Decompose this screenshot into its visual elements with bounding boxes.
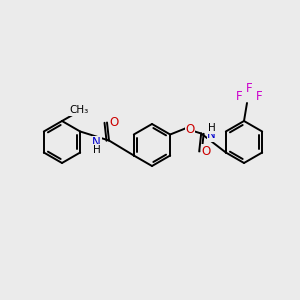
Text: CH₃: CH₃ — [69, 105, 88, 115]
Text: F: F — [246, 82, 252, 95]
Text: O: O — [186, 123, 195, 136]
Text: O: O — [110, 116, 118, 129]
Text: H: H — [93, 145, 101, 155]
Text: N: N — [92, 136, 101, 149]
Text: N: N — [207, 128, 216, 142]
Text: F: F — [256, 91, 262, 103]
Text: O: O — [202, 145, 211, 158]
Text: F: F — [236, 91, 242, 103]
Text: H: H — [208, 123, 215, 133]
